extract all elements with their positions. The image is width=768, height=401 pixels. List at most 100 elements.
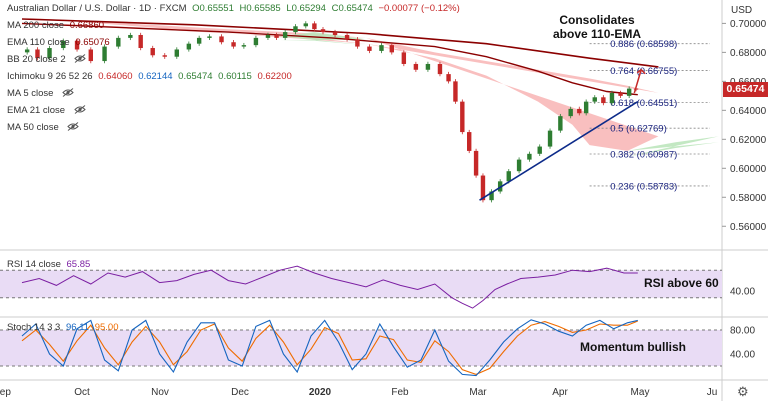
symbol-line: Australian Dollar / U.S. Dollar · 1D · F…	[7, 3, 187, 14]
annotation-consolidates: Consolidates above 110-EMA	[553, 13, 642, 41]
candle-body	[537, 146, 542, 154]
hidden-eye-icon[interactable]	[67, 122, 80, 131]
ichimoku-value: 0.64060	[98, 71, 133, 82]
candle-body	[413, 63, 419, 70]
indicator-label: EMA 110 close	[7, 37, 70, 48]
candle-body	[618, 92, 623, 96]
currency-button[interactable]: USD	[731, 5, 753, 16]
indicator-ma5[interactable]: MA 5 close	[7, 88, 74, 99]
candle-body	[186, 43, 192, 50]
candle-body	[293, 26, 298, 33]
stoch-k-line	[21, 319, 638, 377]
ohlc-change: −0.00077 (−0.12%)	[378, 3, 460, 14]
hidden-eye-icon[interactable]	[74, 54, 86, 63]
candle-body	[527, 153, 532, 160]
candle-body	[320, 29, 326, 33]
rsi-tick-label: 40.00	[730, 286, 755, 297]
candle-body	[355, 39, 360, 47]
x-tick-label: May	[631, 387, 650, 398]
annotation-rsi: RSI above 60	[644, 276, 719, 290]
stoch-k-value: 96.11	[66, 322, 90, 333]
candle-body	[74, 40, 80, 50]
candle-body	[547, 130, 553, 147]
indicator-ichimoku[interactable]: Ichimoku 9 26 52 26 0.64060 0.62144 0.65…	[7, 71, 292, 82]
x-tick-label: Feb	[391, 387, 409, 398]
stoch-tick-label: 80.00	[730, 326, 755, 337]
stoch-legend[interactable]: Stoch 14 3 3 96.11 95.00	[7, 322, 119, 333]
candle-body	[274, 34, 279, 38]
candle-body	[480, 175, 486, 201]
candle-body	[253, 37, 259, 46]
indicator-ma50[interactable]: MA 50 close	[7, 122, 80, 133]
settings-gear-icon[interactable]: ⚙	[737, 384, 749, 399]
candle-body	[282, 32, 288, 38]
candle-body	[379, 45, 384, 51]
ichimoku-value: 0.62200	[257, 71, 292, 82]
candle-body	[344, 34, 350, 40]
ichimoku-cloud-green	[627, 136, 719, 157]
candle-body	[196, 37, 202, 44]
indicator-bb20[interactable]: BB 20 close 2	[7, 54, 86, 65]
ohlc-open: O0.65551	[192, 3, 234, 14]
candle-body	[35, 49, 40, 59]
candle-body	[150, 48, 155, 56]
candle-body	[138, 34, 143, 49]
annotation-stoch: Momentum bullish	[580, 340, 686, 354]
rsi-value: 65.85	[66, 259, 91, 270]
candle-body	[174, 49, 179, 57]
candle-body	[128, 34, 133, 38]
ema110-line	[21, 22, 638, 96]
y-tick-label: 0.70000	[730, 19, 767, 30]
indicator-value: 0.66860	[69, 20, 105, 31]
forecast-arrow-head	[636, 68, 646, 75]
rsi-label: RSI 14 close	[7, 259, 61, 270]
ma200-line	[21, 18, 659, 68]
fib-label: 0.382 (0.60987)	[610, 149, 677, 160]
indicator-ma200[interactable]: MA 200 close 0.66860	[7, 20, 104, 31]
candle-body	[401, 52, 407, 64]
candle-body	[47, 48, 52, 59]
stoch-label: Stoch 14 3 3	[7, 322, 61, 333]
stoch-d-value: 95.00	[94, 322, 119, 333]
indicator-label: MA 50 close	[7, 122, 59, 133]
hidden-eye-icon[interactable]	[62, 88, 74, 97]
candle-body	[332, 32, 338, 35]
rsi-legend[interactable]: RSI 14 close 65.85	[7, 259, 90, 270]
x-tick-label: Nov	[151, 387, 169, 398]
fib-label: 0.886 (0.68598)	[610, 39, 677, 50]
indicator-label: EMA 21 close	[7, 105, 66, 116]
candle-body	[231, 42, 236, 47]
indicator-label: BB 20 close 2	[7, 54, 66, 65]
candle-body	[241, 45, 247, 47]
ichimoku-value: 0.62144	[138, 71, 173, 82]
rsi-line	[21, 265, 638, 309]
candle-body	[601, 97, 606, 104]
indicator-ema21[interactable]: EMA 21 close	[7, 105, 86, 116]
fib-label: 0.618 (0.64551)	[610, 98, 677, 109]
candle-body	[473, 150, 479, 176]
symbol-header: Australian Dollar / U.S. Dollar · 1D · F…	[7, 3, 460, 14]
candle-body	[437, 63, 443, 75]
candle-body	[583, 101, 589, 114]
fib-label: 0.236 (0.58783)	[610, 181, 677, 192]
candle-body	[568, 108, 573, 117]
candle-body	[219, 36, 224, 43]
ohlc-high: H0.65585	[239, 3, 281, 14]
candle-body	[116, 37, 121, 47]
ichimoku-value: 0.65474	[178, 71, 213, 82]
hidden-eye-icon[interactable]	[74, 105, 86, 114]
trend-line	[479, 100, 639, 201]
candle-body	[24, 49, 30, 53]
ichimoku-cloud-red	[366, 37, 659, 151]
candle-body	[626, 88, 632, 96]
candle-body	[558, 116, 563, 131]
current-price-label: 0.65474	[723, 82, 768, 97]
x-tick-label: Sep	[0, 387, 11, 398]
candle-body	[460, 101, 465, 133]
indicator-value: 0.65076	[75, 37, 110, 48]
candle-body	[389, 45, 394, 53]
indicator-ema110[interactable]: EMA 110 close 0.65076	[7, 37, 110, 48]
candle-body	[446, 74, 451, 82]
ohlc-close: C0.65474	[331, 3, 373, 14]
